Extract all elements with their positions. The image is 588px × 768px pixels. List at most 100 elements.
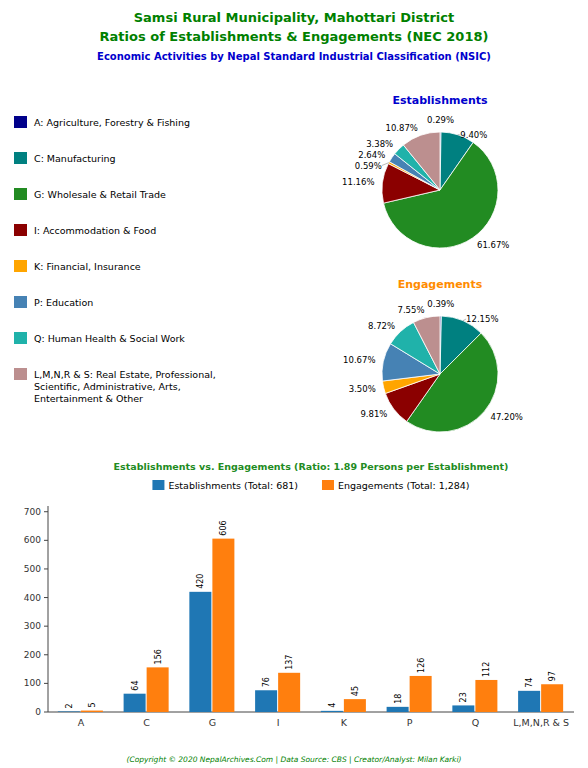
y-tick-label: 200 [24,650,41,660]
bar [387,707,409,712]
pie-chart: Engagements0.39%12.15%47.20%9.81%3.50%10… [343,278,523,432]
data-label: 23 [459,692,468,702]
data-label: 3.38% [366,139,393,149]
bar [278,673,300,712]
legend-entry-line: K: Financial, Insurance [34,261,141,272]
legend-entry-line: C: Manufacturing [34,153,116,164]
y-tick [44,654,48,655]
y-tick-label: 700 [24,507,41,517]
legend-swatch [14,116,27,128]
data-label: 8.72% [368,321,395,331]
legend-swatch [14,188,27,200]
legend-swatch [14,332,27,344]
data-label: 64 [131,681,140,691]
bars [58,539,563,712]
legend-entry-line: A: Agriculture, Forestry & Fishing [34,117,190,128]
legend-entry: K: Financial, Insurance [34,261,141,272]
legend-swatch [14,260,27,272]
legend-entry: L,M,N,R & S: Real Estate, Professional,S… [34,369,216,404]
bar [147,667,169,712]
pie-title: Establishments [392,94,488,107]
x-tick-label: I [277,717,280,728]
data-label: 112 [482,662,491,677]
data-label: 76 [262,677,271,687]
x-tick-label: C [143,717,150,728]
chart-title: Establishments vs. Engagements (Ratio: 1… [114,461,509,472]
data-label: 10.87% [385,123,417,133]
y-tick [44,597,48,598]
legend-entry: A: Agriculture, Forestry & Fishing [34,117,190,128]
legend-entry: C: Manufacturing [34,153,116,164]
background [0,0,588,768]
bar [541,684,563,712]
bar [58,711,80,712]
data-label: 0.59% [355,161,382,171]
data-label: 9.81% [360,409,387,419]
legend-swatch [14,296,27,308]
data-label: 18 [394,694,403,704]
bar [212,539,234,712]
x-tick-label: G [209,717,216,728]
bar [255,690,277,712]
bar [124,694,146,712]
y-tick-label: 500 [24,564,41,574]
bar [518,691,540,712]
y-tick-label: 300 [24,621,41,631]
annotation: Economic Activities by Nepal Standard In… [97,51,491,62]
pie-slice [414,316,441,374]
legend-entry-line: Q: Human Health & Social Work [34,333,185,344]
bar [321,711,343,712]
x-tick-label: K [341,717,348,728]
data-labels: 25641564206067613744518126231127497 [65,520,557,708]
legend-entry-line: I: Accommodation & Food [34,225,156,236]
legend-swatch [322,480,334,490]
data-label: 156 [154,649,163,664]
bar [81,711,103,712]
bar [189,592,211,712]
pie-chart: Establishments0.29%9.40%61.67%11.16%0.59… [342,94,509,250]
data-label: 7.55% [397,305,424,315]
data-label: 45 [351,686,360,696]
y-tick-label: 600 [24,535,41,545]
data-label: 47.20% [490,412,522,422]
data-label: 74 [525,678,534,688]
legend-swatch [14,152,27,164]
y-tick [44,683,48,684]
data-label: 9.40% [460,130,487,140]
legend-entry: G: Wholesale & Retail Trade [34,189,166,200]
legend-entry: Q: Human Health & Social Work [34,333,185,344]
data-label: 4 [328,703,337,708]
bar [410,676,432,712]
data-label: 0.39% [427,299,454,309]
legend-entry: P: Education [34,297,93,308]
x-tick-label: Q [472,717,479,728]
y-tick [44,626,48,627]
legend-entry-line: P: Education [34,297,93,308]
y-tick-label: 100 [24,678,41,688]
data-label: 137 [285,655,294,670]
x-tick-label: A [78,717,85,728]
footer: (Copyright © 2020 NepalArchives.Com | Da… [127,755,462,764]
bar [344,699,366,712]
x-tick-label: P [407,717,413,728]
y-tick [44,568,48,569]
x-tick-label: L,M,N,R & S [513,717,569,728]
legend: A: Agriculture, Forestry & Fishing C: Man… [14,116,216,404]
legend-swatch [14,224,27,236]
data-label: 0.29% [427,115,454,125]
legend-entry-line: Entertainment & Other [34,393,143,404]
legend-entry: Engagements (Total: 1,284) [338,480,470,491]
pie-title: Engagements [398,278,483,291]
data-label: 606 [219,520,228,535]
data-label: 5 [88,702,97,707]
data-label: 2 [65,703,74,708]
data-label: 12.15% [466,314,498,324]
legend-swatch [152,480,164,490]
y-tick [44,540,48,541]
legend-entry-line: G: Wholesale & Retail Trade [34,189,166,200]
y-axis [48,506,49,712]
legend-swatch [14,368,27,380]
legend-entry-line: Scientific, Administrative, Arts, [34,381,181,392]
data-label: 420 [196,574,205,589]
data-label: 97 [548,671,557,681]
